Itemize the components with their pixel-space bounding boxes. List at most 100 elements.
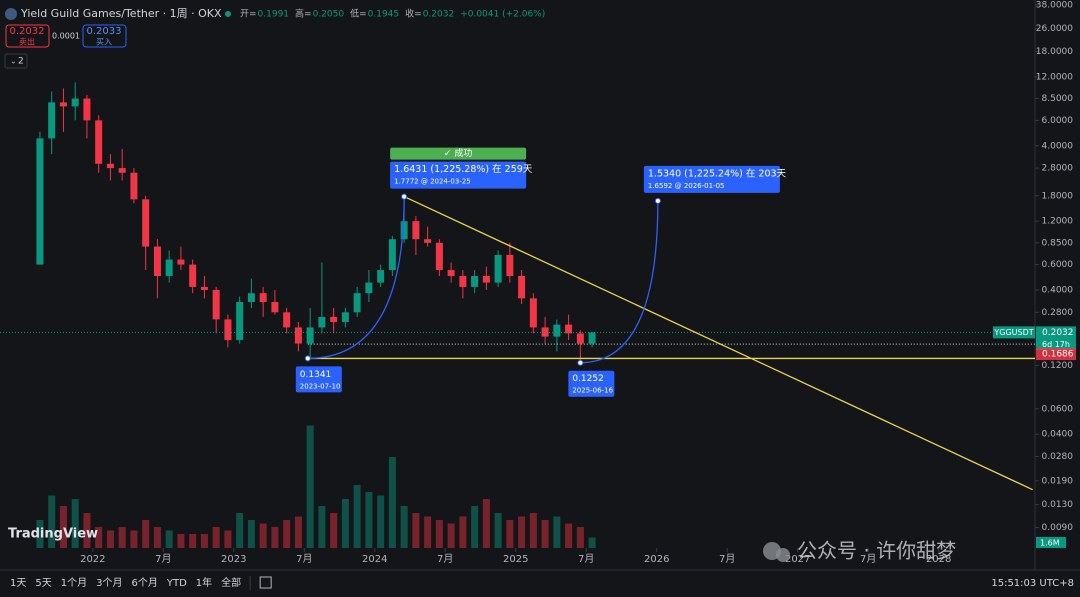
candle-body [153,246,161,277]
y-tick-label: 26.0000 [1036,24,1073,34]
volume-label: 1.6M [1040,539,1060,548]
symbol-title[interactable]: Yield Guild Games/Tether · 1周 · OKX [20,7,222,20]
y-tick-label: 0.0280 [1042,452,1074,462]
ohlc-value: 0.2032 [423,10,455,20]
volume-bar [130,530,138,548]
candle-body [283,312,291,328]
range-button[interactable]: 1年 [196,576,212,589]
candle-body [200,286,208,290]
volume-bar [365,492,373,548]
y-tick-label: 0.6000 [1042,260,1074,270]
projection-end [401,193,408,200]
volume-bar [177,534,185,548]
projection-curve [580,200,659,364]
y-tick-label: 8.5000 [1042,94,1074,104]
volume-bar [482,499,490,548]
target-box [643,165,780,193]
volume-bar [71,499,79,548]
target-box [390,161,527,189]
spread: 0.0001 [52,32,80,41]
buy-button[interactable] [82,24,127,48]
volume-bar [48,495,56,548]
volume-bar [59,506,67,548]
candle-body [236,302,244,340]
projection-start [304,355,311,362]
candle-body [353,293,361,313]
candle-body [271,302,279,313]
volume-bar [447,523,455,548]
x-tick-label: 7月 [578,553,594,565]
y-tick-label: 0.0600 [1042,404,1074,414]
candle-body [318,316,326,328]
candle-body [189,264,197,287]
candle-body [36,138,44,265]
volume-bar [318,506,326,548]
countdown-label: 6d 17h [1042,340,1070,349]
ref-price-label: 0.1686 [1042,350,1074,360]
visibility-dot[interactable] [225,11,231,17]
volume-bar [165,530,173,548]
range-button[interactable]: 1个月 [61,577,87,589]
price-point-box [295,366,342,393]
x-tick-label: 7月 [155,553,171,565]
compare-icon[interactable] [259,576,272,589]
volume-bar [200,534,208,548]
range-button[interactable]: 6个月 [132,577,158,589]
indicator-count: 2 [18,57,24,67]
volume-bar [306,425,314,548]
x-tick-label: 7月 [296,553,312,565]
y-tick-label: 0.2800 [1042,308,1074,318]
volume-bar [565,523,573,548]
price-point-date: 2025-06-16 [572,387,613,395]
volume-bar [459,516,467,548]
symbol-tag-label: YGGUSDT [993,328,1033,337]
candle-body [541,327,549,337]
y-tick-label: 0.0190 [1042,476,1074,486]
candle-body [306,327,314,344]
range-button[interactable]: 5天 [35,578,51,589]
candle-body [565,324,573,334]
volume-bar [506,520,514,548]
wechat-icon [776,548,790,562]
range-button[interactable]: 全部 [221,576,241,589]
chevron: ⌄ [10,57,17,66]
y-tick-label: 0.4000 [1042,285,1074,295]
candle-body [459,276,467,287]
ohlc-label: 高= [295,8,312,20]
volume-bar [142,520,150,548]
ohlc-label: 开= [240,9,257,20]
volume-bar [341,499,349,548]
y-tick-label: 0.0090 [1042,523,1074,533]
target-label: 1.5340 (1,225.24%) 在 203天 [648,167,787,179]
watermark: 公众号 · 许你甜梦 [763,539,956,563]
volume-bar [118,527,126,548]
range-button[interactable]: 3个月 [96,577,122,589]
projection-start [577,359,584,366]
ohlc-label: 收= [405,8,422,20]
x-tick-label: 2025 [503,554,528,565]
sell-button[interactable] [5,24,50,48]
projection-curve [307,196,405,360]
ref-price-tag [1036,348,1076,361]
indicator-toggle[interactable] [4,53,28,69]
volume-bar [471,506,479,548]
y-tick-label: 38.0000 [1036,0,1073,10]
buy-label: 买入 [96,38,112,47]
price-point-date: 2023-07-10 [300,382,341,390]
y-tick-label: 0.0130 [1042,500,1074,510]
y-tick-label: 4.0000 [1042,141,1074,151]
x-tick-label: 2022 [80,554,105,565]
candle-body [365,282,373,294]
y-tick-label: 12.0000 [1036,72,1073,82]
candle-body [576,333,584,344]
range-button[interactable]: 1天 [10,578,26,589]
clock: 15:51:03 UTC+8 [991,578,1074,589]
volume-bar [95,527,103,548]
target-sub: 1.6592 @ 2026-01-05 [648,182,725,190]
x-tick-label: 7月 [719,553,735,565]
candle-body [529,298,537,328]
volume-bar [388,457,396,548]
volume-bar [553,516,561,548]
range-button[interactable]: YTD [166,578,187,589]
ohlc-value: 0.1991 [258,10,290,20]
